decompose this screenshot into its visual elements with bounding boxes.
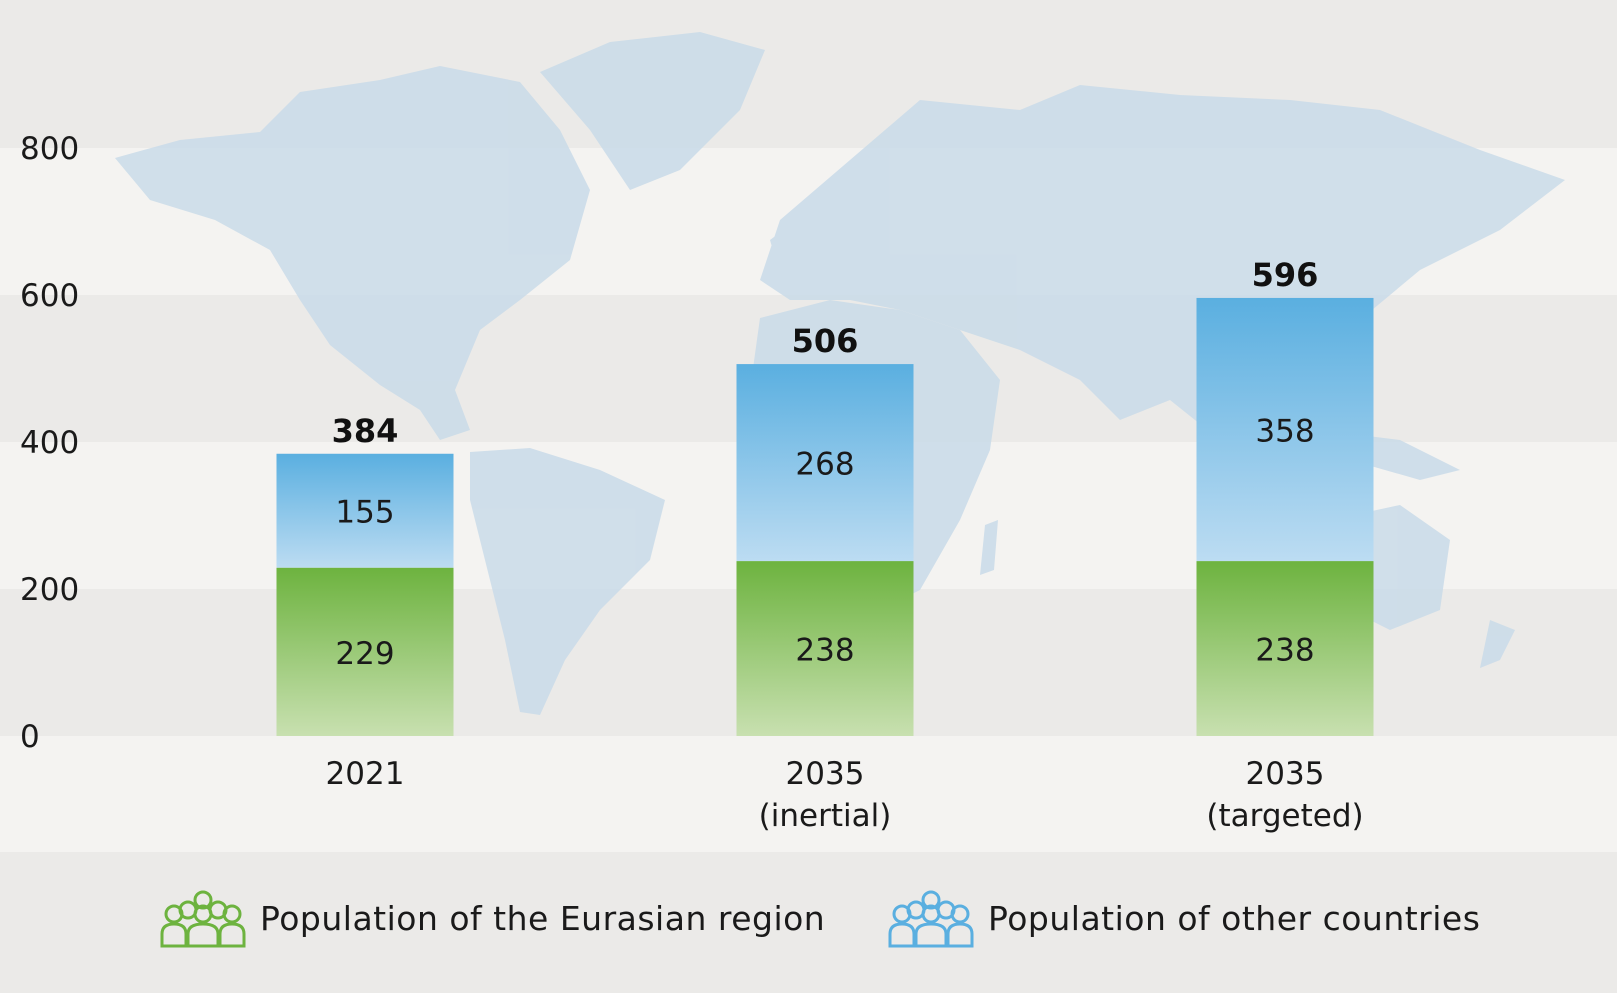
y-tick-label: 400	[20, 425, 79, 461]
bar-segment-eurasian	[1196, 561, 1374, 736]
data-label-other: 155	[335, 495, 394, 531]
bar-segment-eurasian	[736, 561, 914, 736]
bars: 229 155 384 238 268 506 238 358 596	[276, 256, 1374, 736]
total-label: 596	[1252, 256, 1319, 294]
x-tick-label: 2035 (targeted)	[1206, 756, 1363, 834]
people-group-icon	[888, 890, 974, 948]
x-tick-label-line: 2035	[786, 756, 865, 792]
legend-label-other: Population of other countries	[988, 898, 1481, 938]
y-tick-label: 0	[20, 719, 40, 755]
bar-segment-eurasian	[276, 567, 454, 736]
data-label-eurasian: 238	[1255, 633, 1314, 669]
y-axis: 0 200 400 600 800	[20, 131, 79, 755]
x-tick-label-line: (inertial)	[759, 798, 892, 834]
x-tick-label-line: 2035	[1246, 756, 1325, 792]
legend: Population of the Eurasian region Popula…	[0, 852, 1617, 993]
data-label-eurasian: 238	[795, 633, 854, 669]
data-label-eurasian: 229	[335, 636, 394, 672]
people-group-icon	[160, 890, 246, 948]
band	[0, 736, 1617, 852]
legend-label-eurasian: Population of the Eurasian region	[260, 898, 826, 938]
bar-segment-other	[276, 453, 454, 568]
x-tick-label: 2021	[326, 756, 405, 792]
bar-segment-other	[736, 364, 914, 562]
data-label-other: 358	[1255, 414, 1314, 450]
legend-item-other: Population of other countries	[888, 888, 1480, 948]
x-tick-label-line: (targeted)	[1206, 798, 1363, 834]
total-label: 384	[332, 412, 399, 450]
x-tick-label: 2035 (inertial)	[759, 756, 892, 834]
bar-segment-other	[1196, 297, 1374, 562]
x-axis: 2021 2035 (inertial) 2035 (targeted)	[326, 756, 1364, 834]
x-tick-label-line: 2021	[326, 756, 405, 792]
legend-item-eurasian: Population of the Eurasian region	[160, 888, 825, 948]
data-label-other: 268	[795, 447, 854, 483]
chart: 0 200 400 600 800 229 155 384 238 268 506 238 358 59…	[0, 32, 1617, 852]
total-label: 506	[792, 322, 859, 360]
y-tick-label: 600	[20, 278, 79, 314]
y-tick-label: 800	[20, 131, 79, 167]
y-tick-label: 200	[20, 572, 79, 608]
